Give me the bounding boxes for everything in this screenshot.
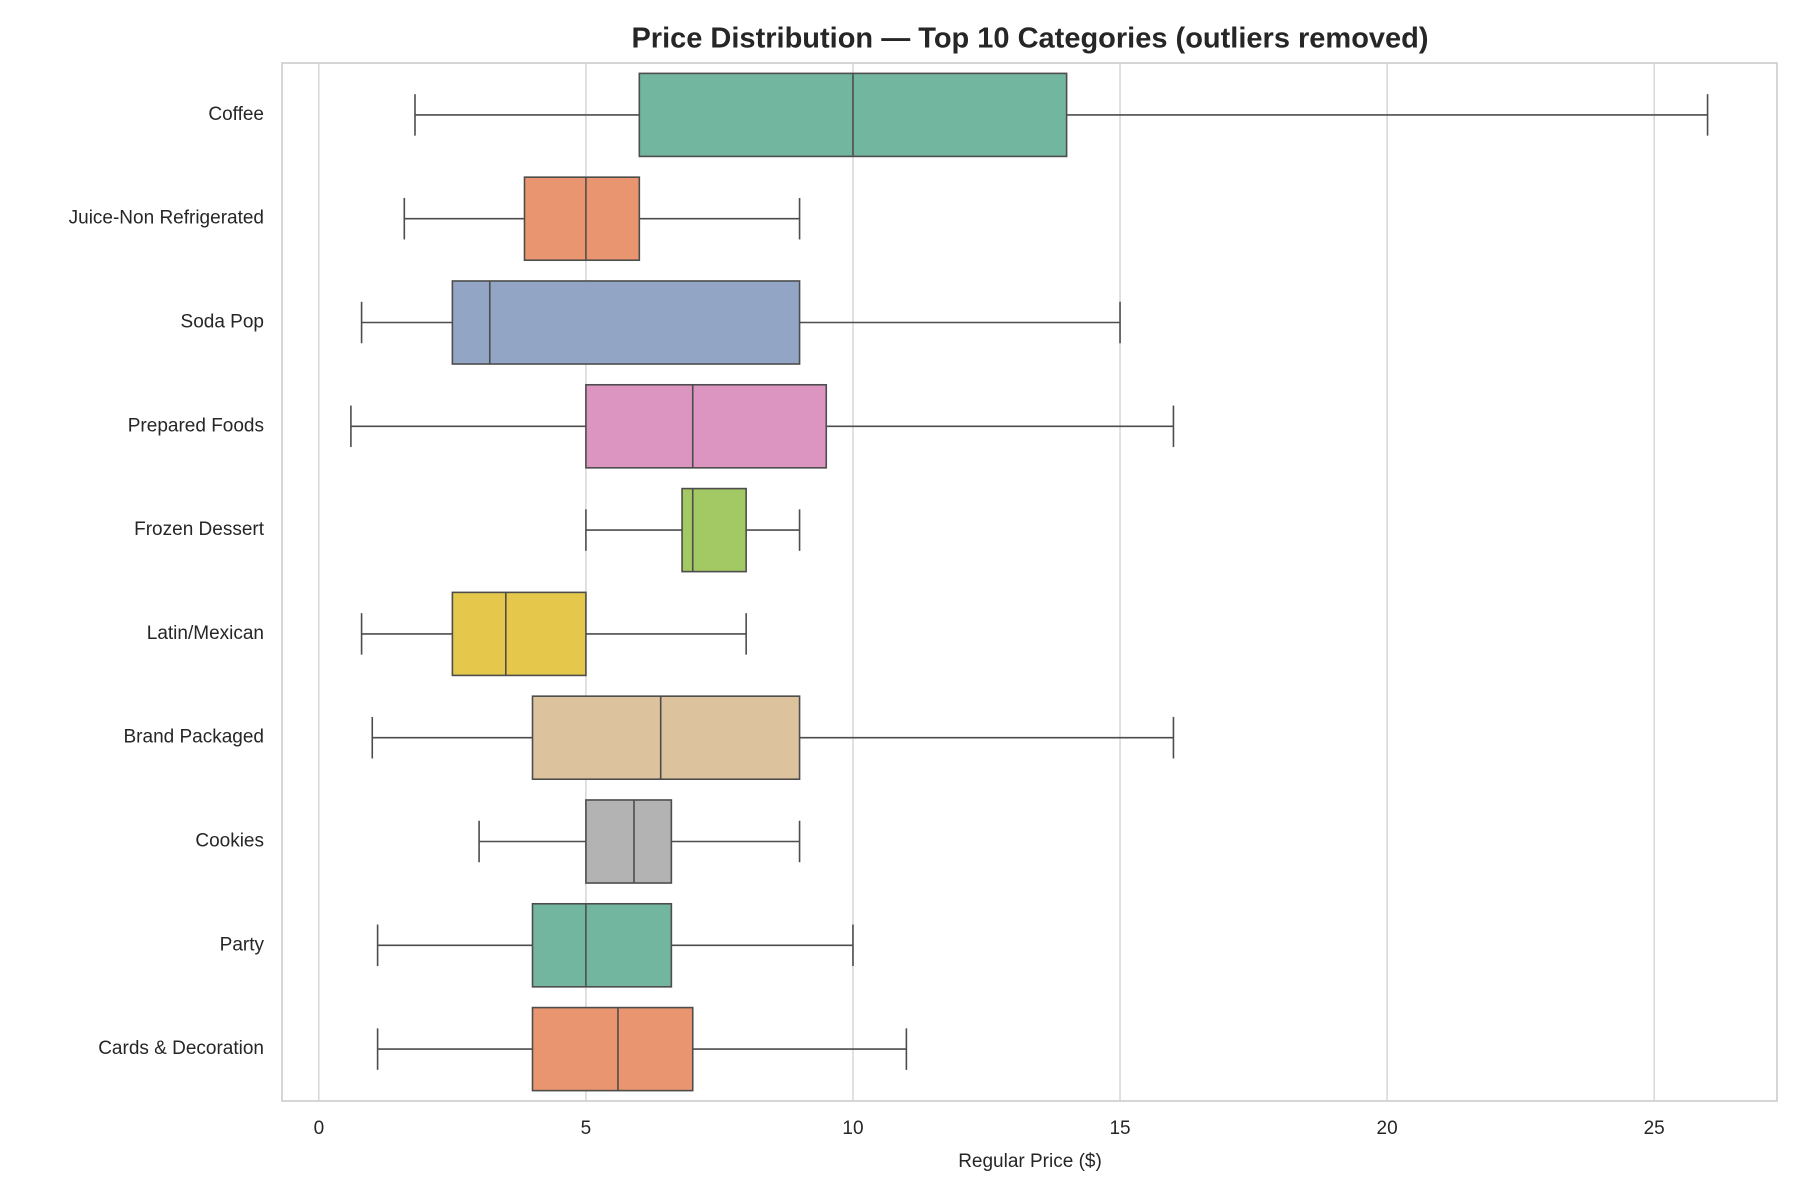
y-tick-label: Coffee	[208, 104, 264, 125]
chart-title: Price Distribution — Top 10 Categories (…	[631, 23, 1428, 55]
y-tick-label: Brand Packaged	[124, 727, 265, 748]
y-tick-label: Cookies	[195, 831, 264, 852]
box	[585, 383, 828, 469]
y-tick-label: Cards & Decoration	[98, 1038, 264, 1059]
box	[531, 902, 673, 988]
plot-frame	[281, 62, 1778, 1102]
x-axis-label: Regular Price ($)	[958, 1151, 1102, 1172]
y-tick-label: Juice-Non Refrigerated	[69, 208, 264, 229]
y-tick-label: Party	[220, 934, 265, 955]
y-tick-label: Latin/Mexican	[147, 623, 264, 644]
x-tick-label: 15	[1109, 1118, 1130, 1139]
box	[585, 799, 673, 884]
box	[451, 280, 801, 365]
x-tick-label: 25	[1644, 1118, 1665, 1139]
box	[531, 1006, 694, 1092]
y-tick-label: Prepared Foods	[128, 415, 264, 436]
x-tick-label: 5	[581, 1118, 592, 1139]
y-tick-label: Soda Pop	[181, 312, 264, 333]
y-tick-label: Frozen Dessert	[134, 519, 265, 540]
x-tick-label: 0	[314, 1118, 325, 1139]
box	[531, 695, 801, 781]
box	[451, 591, 587, 677]
x-tick-label: 10	[842, 1118, 863, 1139]
x-tick-label: 20	[1377, 1118, 1398, 1139]
box	[523, 176, 641, 262]
box	[681, 487, 747, 573]
